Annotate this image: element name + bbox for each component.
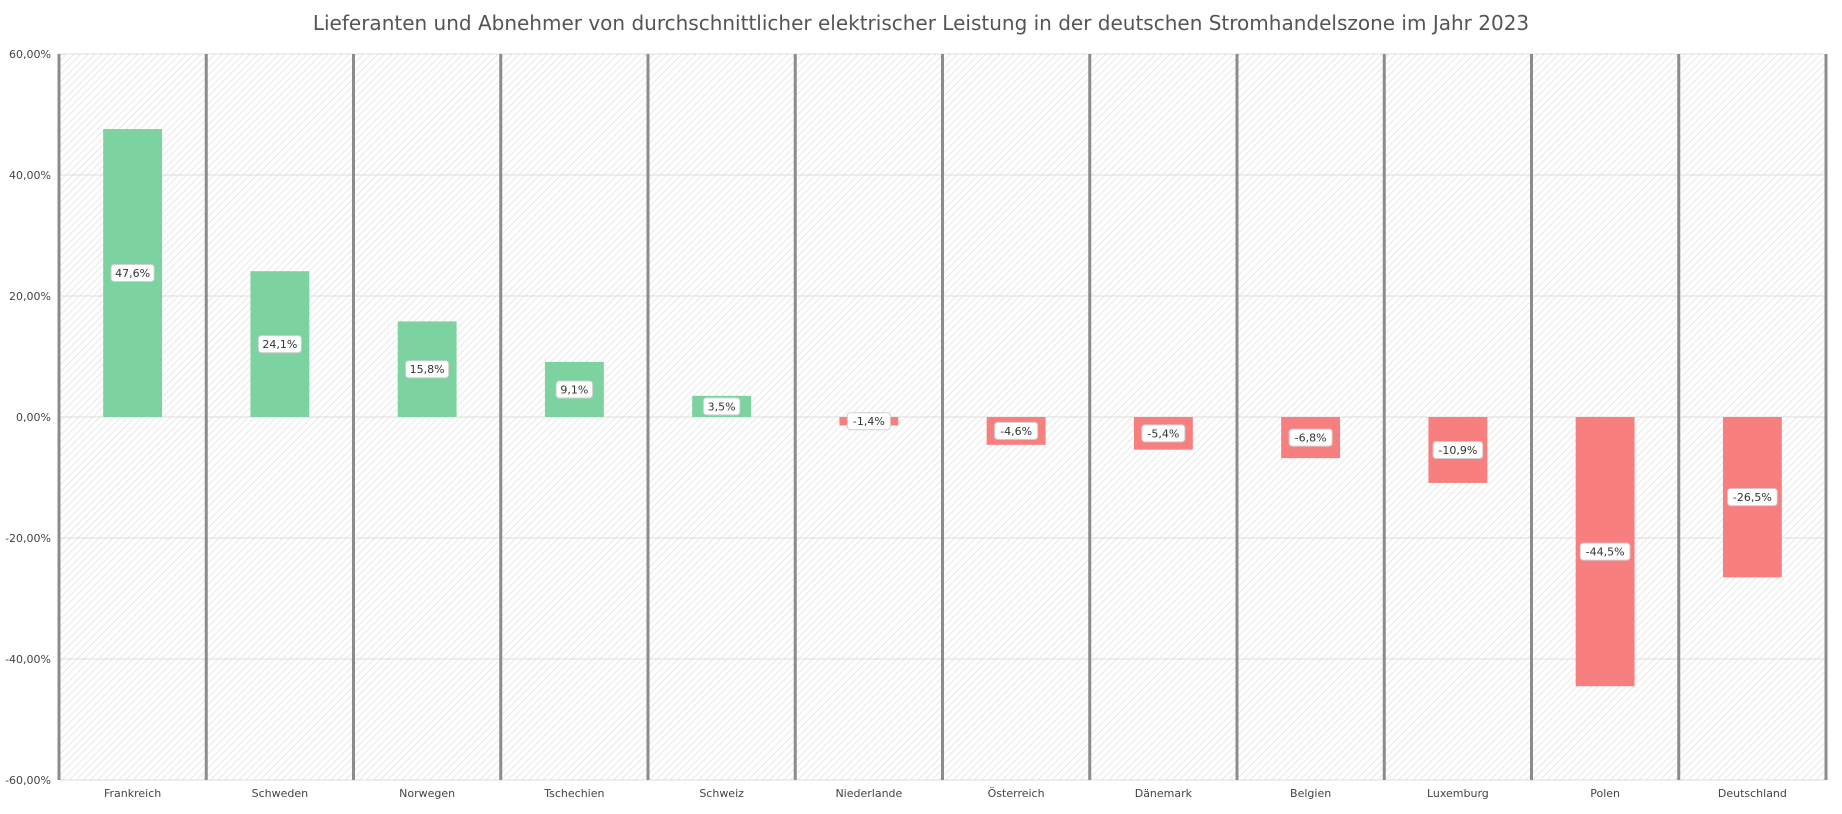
y-tick-label: -40,00% <box>5 653 51 666</box>
y-tick-label: -60,00% <box>5 774 51 787</box>
data-label: 15,8% <box>410 363 445 376</box>
x-tick-label: Österreich <box>988 787 1045 800</box>
y-tick-label: 0,00% <box>16 411 51 424</box>
data-label-box <box>1579 542 1631 561</box>
data-label: -6,8% <box>1295 432 1327 445</box>
data-label-box <box>846 412 891 431</box>
x-tick-label: Belgien <box>1290 787 1331 800</box>
x-tick-label: Luxemburg <box>1427 787 1489 800</box>
data-label-box <box>110 264 155 283</box>
data-label: -44,5% <box>1586 546 1625 559</box>
data-label-box <box>1432 440 1484 459</box>
data-label-box <box>1727 488 1778 507</box>
x-tick-label: Dänemark <box>1135 787 1193 800</box>
x-tick-label: Frankreich <box>104 787 161 800</box>
data-label-box <box>555 380 594 399</box>
x-tick-label: Norwegen <box>399 787 455 800</box>
data-label: -4,6% <box>1000 425 1032 438</box>
y-tick-label: 60,00% <box>9 48 51 61</box>
x-tick-label: Schweden <box>252 787 309 800</box>
data-label-box <box>1141 424 1186 443</box>
data-label: -5,4% <box>1147 427 1179 440</box>
x-tick-label: Polen <box>1590 787 1620 800</box>
y-tick-label: -20,00% <box>5 532 51 545</box>
x-tick-label: Schweiz <box>699 787 744 800</box>
data-label: 47,6% <box>115 267 150 280</box>
x-tick-label: Deutschland <box>1718 787 1787 800</box>
data-label: -26,5% <box>1733 491 1772 504</box>
chart-title: Lieferanten und Abnehmer von durchschnit… <box>313 11 1529 35</box>
data-label: -1,4% <box>853 415 885 428</box>
data-label-box <box>702 397 741 416</box>
data-label: 9,1% <box>560 383 588 396</box>
data-label: 3,5% <box>708 400 736 413</box>
x-tick-label: Tschechien <box>543 787 604 800</box>
data-label-box <box>257 335 302 354</box>
data-label: -10,9% <box>1438 444 1477 457</box>
data-label: 24,1% <box>262 338 297 351</box>
x-tick-label: Niederlande <box>835 787 902 800</box>
y-tick-label: 20,00% <box>9 290 51 303</box>
data-label-box <box>405 360 450 379</box>
y-tick-label: 40,00% <box>9 169 51 182</box>
data-label-box <box>994 421 1039 440</box>
data-label-box <box>1288 428 1333 447</box>
